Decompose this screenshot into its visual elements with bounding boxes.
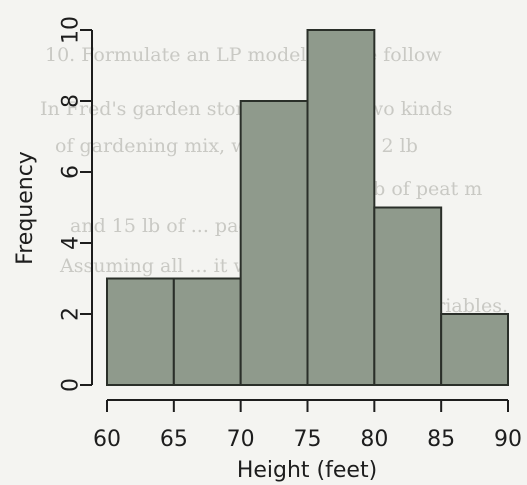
x-tick-label: 75: [294, 427, 322, 452]
histogram-bar: [373, 206, 443, 386]
y-tick-label: 6: [59, 165, 84, 179]
x-tick-label: 60: [93, 427, 121, 452]
x-tick-label: 85: [427, 427, 455, 452]
histogram-bar: [239, 100, 309, 386]
x-tick-label: 90: [494, 427, 522, 452]
y-tick-label: 4: [59, 236, 84, 250]
histogram-bar: [306, 29, 376, 386]
histogram-bars: [106, 29, 509, 386]
y-tick-label: 2: [59, 307, 84, 321]
x-axis: 60 65 70 75 80 85 90: [93, 399, 522, 452]
histogram-bar: [440, 313, 509, 386]
y-axis-title: Frequency: [13, 151, 38, 265]
y-axis: 0 2 4 6 8 10: [59, 16, 93, 392]
histogram-bar: [106, 277, 175, 386]
y-tick-label: 8: [59, 94, 84, 108]
histogram-bar: [172, 277, 242, 386]
y-tick-label: 10: [59, 16, 84, 44]
x-tick-label: 80: [360, 427, 388, 452]
x-tick-label: 70: [227, 427, 255, 452]
x-axis-title: Height (feet): [237, 458, 377, 483]
y-tick-label: 0: [59, 378, 84, 392]
x-tick-label: 65: [160, 427, 188, 452]
